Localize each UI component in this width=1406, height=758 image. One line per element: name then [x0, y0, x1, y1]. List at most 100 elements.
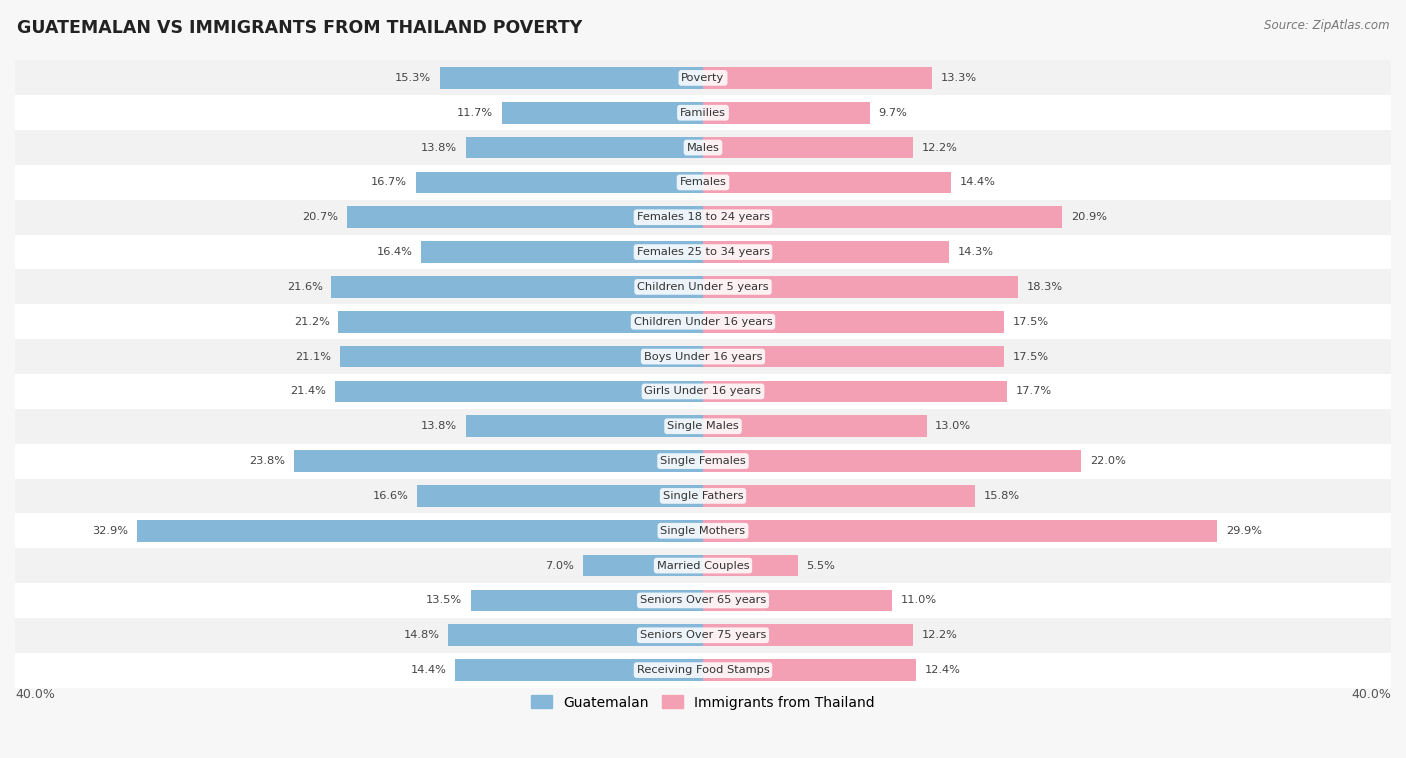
- Bar: [15, 339, 1391, 374]
- Bar: [703, 625, 912, 646]
- Bar: [138, 520, 703, 541]
- Text: 5.5%: 5.5%: [806, 561, 835, 571]
- Text: 12.4%: 12.4%: [925, 665, 960, 675]
- Bar: [440, 67, 703, 89]
- Bar: [15, 165, 1391, 200]
- Bar: [15, 443, 1391, 478]
- Bar: [703, 276, 1018, 298]
- Text: 40.0%: 40.0%: [15, 688, 55, 700]
- Text: 11.0%: 11.0%: [901, 596, 936, 606]
- Text: Single Mothers: Single Mothers: [661, 526, 745, 536]
- Text: Single Females: Single Females: [661, 456, 745, 466]
- Bar: [15, 270, 1391, 304]
- Bar: [339, 311, 703, 333]
- Bar: [449, 625, 703, 646]
- Bar: [703, 102, 870, 124]
- Text: 18.3%: 18.3%: [1026, 282, 1063, 292]
- Text: 21.4%: 21.4%: [291, 387, 326, 396]
- Text: 22.0%: 22.0%: [1090, 456, 1126, 466]
- Text: 14.4%: 14.4%: [959, 177, 995, 187]
- Bar: [703, 485, 974, 507]
- Text: 13.0%: 13.0%: [935, 421, 972, 431]
- Text: Girls Under 16 years: Girls Under 16 years: [644, 387, 762, 396]
- Bar: [15, 130, 1391, 165]
- Bar: [15, 61, 1391, 96]
- Text: Females 18 to 24 years: Females 18 to 24 years: [637, 212, 769, 222]
- Text: 14.3%: 14.3%: [957, 247, 994, 257]
- Text: Females: Females: [679, 177, 727, 187]
- Bar: [294, 450, 703, 472]
- Text: 23.8%: 23.8%: [249, 456, 285, 466]
- Bar: [15, 200, 1391, 235]
- Bar: [15, 235, 1391, 270]
- Bar: [418, 485, 703, 507]
- Bar: [471, 590, 703, 611]
- Text: 17.7%: 17.7%: [1017, 387, 1052, 396]
- Text: 20.7%: 20.7%: [302, 212, 339, 222]
- Bar: [456, 659, 703, 681]
- Bar: [347, 206, 703, 228]
- Text: 14.4%: 14.4%: [411, 665, 447, 675]
- Bar: [15, 583, 1391, 618]
- Text: Males: Males: [686, 143, 720, 152]
- Text: Single Fathers: Single Fathers: [662, 491, 744, 501]
- Text: 40.0%: 40.0%: [1351, 688, 1391, 700]
- Text: 7.0%: 7.0%: [546, 561, 574, 571]
- Text: 14.8%: 14.8%: [404, 630, 440, 641]
- Bar: [703, 450, 1081, 472]
- Bar: [703, 136, 912, 158]
- Bar: [15, 653, 1391, 688]
- Bar: [15, 548, 1391, 583]
- Bar: [703, 520, 1218, 541]
- Bar: [703, 381, 1008, 402]
- Text: 20.9%: 20.9%: [1071, 212, 1107, 222]
- Bar: [502, 102, 703, 124]
- Text: Boys Under 16 years: Boys Under 16 years: [644, 352, 762, 362]
- Text: Seniors Over 65 years: Seniors Over 65 years: [640, 596, 766, 606]
- Bar: [340, 346, 703, 368]
- Text: 21.1%: 21.1%: [295, 352, 332, 362]
- Text: 12.2%: 12.2%: [921, 630, 957, 641]
- Text: Source: ZipAtlas.com: Source: ZipAtlas.com: [1264, 19, 1389, 32]
- Text: Seniors Over 75 years: Seniors Over 75 years: [640, 630, 766, 641]
- Text: 13.3%: 13.3%: [941, 73, 977, 83]
- Bar: [15, 304, 1391, 339]
- Bar: [582, 555, 703, 576]
- Text: Single Males: Single Males: [666, 421, 740, 431]
- Bar: [465, 136, 703, 158]
- Text: Females 25 to 34 years: Females 25 to 34 years: [637, 247, 769, 257]
- Bar: [703, 206, 1063, 228]
- Bar: [15, 513, 1391, 548]
- Text: 15.8%: 15.8%: [983, 491, 1019, 501]
- Text: 21.2%: 21.2%: [294, 317, 330, 327]
- Text: 16.6%: 16.6%: [373, 491, 409, 501]
- Bar: [703, 590, 893, 611]
- Text: 15.3%: 15.3%: [395, 73, 432, 83]
- Text: 17.5%: 17.5%: [1012, 317, 1049, 327]
- Bar: [15, 374, 1391, 409]
- Text: 12.2%: 12.2%: [921, 143, 957, 152]
- Text: 21.6%: 21.6%: [287, 282, 323, 292]
- Bar: [15, 478, 1391, 513]
- Bar: [703, 346, 1004, 368]
- Text: 32.9%: 32.9%: [93, 526, 128, 536]
- Bar: [703, 311, 1004, 333]
- Text: 13.8%: 13.8%: [420, 421, 457, 431]
- Text: 13.8%: 13.8%: [420, 143, 457, 152]
- Bar: [420, 241, 703, 263]
- Text: 17.5%: 17.5%: [1012, 352, 1049, 362]
- Bar: [703, 555, 797, 576]
- Bar: [335, 381, 703, 402]
- Text: Families: Families: [681, 108, 725, 117]
- Bar: [703, 659, 917, 681]
- Text: 13.5%: 13.5%: [426, 596, 463, 606]
- Bar: [703, 241, 949, 263]
- Bar: [15, 409, 1391, 443]
- Text: Children Under 5 years: Children Under 5 years: [637, 282, 769, 292]
- Text: Children Under 16 years: Children Under 16 years: [634, 317, 772, 327]
- Text: Receiving Food Stamps: Receiving Food Stamps: [637, 665, 769, 675]
- Text: Married Couples: Married Couples: [657, 561, 749, 571]
- Bar: [332, 276, 703, 298]
- Bar: [15, 96, 1391, 130]
- Bar: [416, 171, 703, 193]
